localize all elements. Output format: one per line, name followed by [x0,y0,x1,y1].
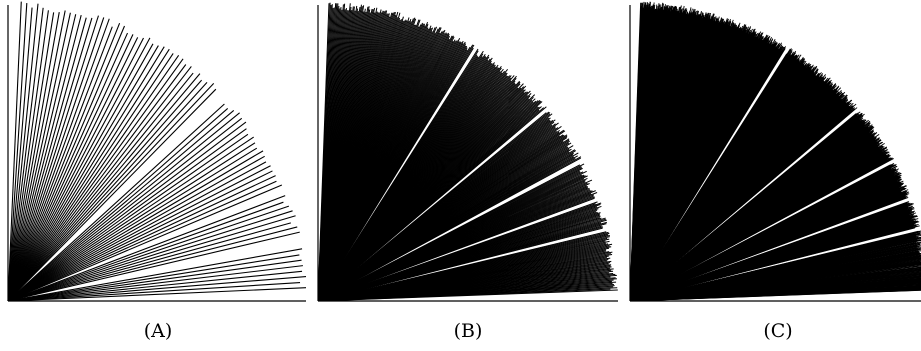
ray [7,34,134,302]
ray [7,170,273,302]
ray [7,175,276,302]
ray [7,195,286,302]
ray [7,73,201,302]
ray [7,66,192,302]
ray [629,53,788,302]
ray [7,201,284,302]
ray [7,103,225,302]
ray [7,133,249,302]
ray [7,32,129,302]
ray [629,2,642,302]
ray [7,155,265,302]
ray [7,23,121,302]
ray [7,17,87,302]
ray [7,53,174,302]
ray [7,55,180,302]
panel-c [629,1,921,302]
ray [7,248,303,302]
panel-a-caption: (A) [144,320,173,342]
ray [7,108,229,302]
ray [7,12,71,302]
ray [7,48,170,302]
ray [7,205,290,302]
ray [7,215,296,302]
ray [7,14,77,302]
ray [7,222,291,302]
ray [7,161,267,302]
ray [7,43,154,302]
ray [7,270,303,302]
ray [7,287,307,302]
ray-bundle [629,1,921,302]
ray-bundle [7,1,307,302]
ray [7,142,256,302]
ray [7,147,258,302]
ray [7,37,144,302]
ray [7,110,235,302]
ray [7,17,105,302]
ray [7,231,300,302]
ray-bundle [317,2,618,302]
ray [7,12,60,302]
panel-b [317,2,618,302]
ray [7,3,28,302]
ray [629,113,857,302]
ray [7,117,243,302]
ray [7,72,194,302]
ray [7,26,113,302]
ray [7,165,271,302]
ray [7,14,82,302]
ray [7,259,302,302]
ray [7,136,254,302]
ray [317,112,547,302]
ray [7,17,93,302]
ray [7,282,301,302]
ray [7,265,303,302]
ray [7,37,151,302]
ray [629,230,919,302]
panel-b-caption: (B) [454,320,483,342]
ray [317,201,598,302]
ray [7,82,208,302]
ray [317,48,479,302]
panel-c-caption: (C) [763,320,792,342]
ray [7,3,39,302]
panel-a [7,1,307,302]
ray [7,180,277,302]
ray [7,150,264,302]
ray [7,112,240,302]
ray [7,37,139,302]
ray [7,79,203,302]
ray [7,184,283,302]
ray [7,121,247,302]
ray [317,231,607,302]
ray [7,10,49,302]
ray [7,46,165,302]
ray [7,1,22,302]
ray [7,82,215,302]
ray [317,3,330,302]
ray [7,7,33,302]
ray [7,128,247,302]
ray [7,18,110,302]
ray [7,7,44,302]
ray [7,58,184,302]
ray [7,15,99,302]
ray [629,164,891,302]
ray [7,10,66,302]
ray [7,25,126,302]
ray [7,226,298,302]
ray [7,88,217,302]
ray [7,275,307,302]
ray [629,201,909,302]
ray [7,210,293,302]
ray [7,45,159,302]
ray [317,164,581,302]
ray [7,64,187,302]
ray [7,12,55,302]
ray [7,254,300,302]
